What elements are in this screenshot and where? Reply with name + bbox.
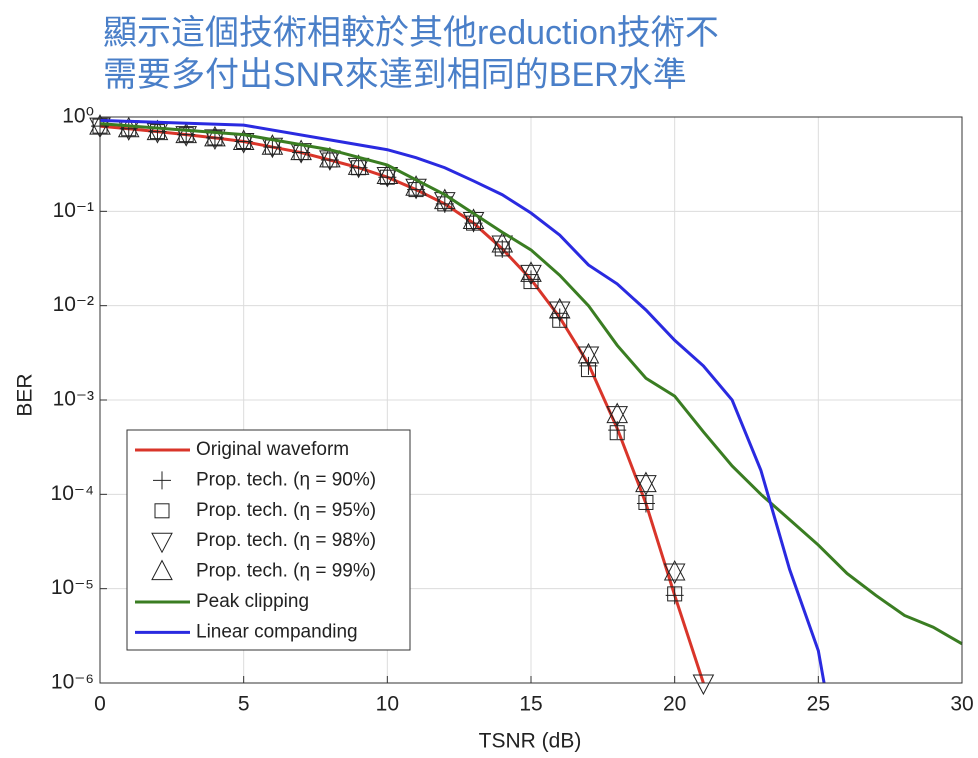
marker-triangle-down [151,532,173,554]
y-tick-label: 10⁰ [62,105,94,128]
marker-square [207,130,223,146]
marker-triangle-up [606,402,629,424]
marker-square [154,503,170,519]
marker-triangle-up [376,163,399,184]
marker-triangle-up [319,146,341,168]
marker-triangle-down [204,129,226,151]
marker-triangle-down [692,674,715,696]
marker-triangle-up [347,154,370,175]
legend: Original waveform Prop. tech. (η = 90%) Pr… [126,429,411,651]
y-tick-label: 10⁻⁶ [51,671,94,694]
marker-triangle-down [606,406,629,427]
y-tick-label: 10⁻² [53,293,94,316]
marker-triangle-up [548,297,571,319]
marker-square [149,124,165,140]
marker-triangle-up [663,559,686,581]
marker-triangle-down [433,192,456,213]
x-tick-label: 15 [519,693,542,716]
title-line: 顯示這個技術相較於其他reduction技術不 [103,14,719,52]
marker-square [667,586,683,602]
marker-triangle-up [175,122,198,144]
marker-triangle-down [520,264,542,286]
legend-label: Prop. tech. (η = 98%) [196,530,376,551]
legend-box [126,429,411,651]
marker-triangle-up [405,175,427,196]
series-line [99,124,705,684]
x-tick-label: 5 [238,693,250,716]
series-line [99,118,826,684]
marker-square [552,312,568,328]
marker-triangle-up [462,208,485,229]
marker-triangle-up [520,261,542,282]
marker-plus [550,308,569,327]
plot-frame [99,116,963,684]
y-axis-label: BER [14,373,37,416]
marker-triangle-up [577,342,600,364]
marker-triangle-up [290,139,312,161]
title-line: 需要多付出SNR來達到相同的BER水準 [103,56,687,94]
marker-triangle-down [175,126,198,147]
marker-triangle-down [491,235,514,257]
marker-plus [464,214,483,233]
plot [89,114,963,696]
legend-label: Original waveform [196,439,349,460]
marker-triangle-up [151,559,173,581]
marker-triangle-down [577,346,600,368]
marker-triangle-up [204,125,226,147]
marker-triangle-down [548,301,571,323]
legend-label: Linear companding [196,621,358,642]
x-tick-label: 0 [94,693,106,716]
marker-plus [435,194,454,213]
marker-plus [608,421,627,440]
marker-triangle-up [491,231,514,253]
x-axis-label: TSNR (dB) [479,730,582,753]
marker-triangle-up [635,471,657,493]
legend-label: Prop. tech. (η = 90%) [196,469,376,490]
y-tick-label: 10⁻⁴ [51,482,94,505]
marker-triangle-down [635,475,657,496]
series-line [99,122,963,646]
legend-label: Peak clipping [196,591,309,612]
y-tick-label: 10⁻⁵ [51,576,94,599]
x-tick-label: 30 [950,693,973,716]
x-tick-label: 10 [376,693,399,716]
marker-plus [153,471,171,490]
marker-triangle-down [376,166,399,188]
marker-triangle-down [663,563,686,585]
legend-label: Prop. tech. (η = 99%) [196,561,376,582]
marker-triangle-up [232,129,255,150]
marker-triangle-up [146,119,169,141]
x-tick-label: 20 [663,693,686,716]
y-tick-label: 10⁻³ [53,388,94,411]
y-tick-label: 10⁻¹ [53,199,94,222]
legend-label: Prop. tech. (η = 95%) [196,500,376,521]
marker-triangle-up [261,134,284,155]
marker-square [178,127,194,143]
x-tick-label: 25 [807,693,830,716]
